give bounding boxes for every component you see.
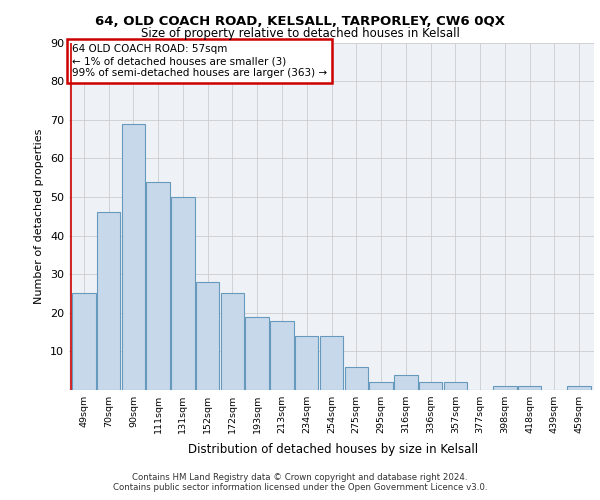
Bar (369, 382, 393, 390)
Bar (320, 336, 343, 390)
Text: 64, OLD COACH ROAD, KELSALL, TARPORLEY, CW6 0QX: 64, OLD COACH ROAD, KELSALL, TARPORLEY, … (95, 15, 505, 28)
Bar (518, 386, 541, 390)
Bar (270, 320, 294, 390)
Text: 64 OLD COACH ROAD: 57sqm
← 1% of detached houses are smaller (3)
99% of semi-det: 64 OLD COACH ROAD: 57sqm ← 1% of detache… (72, 44, 327, 78)
Bar (146, 182, 170, 390)
Bar (196, 282, 220, 390)
Bar (419, 382, 442, 390)
Bar (443, 382, 467, 390)
Y-axis label: Number of detached properties: Number of detached properties (34, 128, 44, 304)
Bar (245, 316, 269, 390)
Bar (171, 197, 194, 390)
Bar (295, 336, 319, 390)
Bar (344, 367, 368, 390)
Bar (493, 386, 517, 390)
Bar (72, 294, 95, 390)
Bar (97, 212, 121, 390)
Bar (394, 374, 418, 390)
Bar (221, 294, 244, 390)
Text: Contains HM Land Registry data © Crown copyright and database right 2024.: Contains HM Land Registry data © Crown c… (132, 474, 468, 482)
Bar (122, 124, 145, 390)
Bar (568, 386, 591, 390)
Text: Distribution of detached houses by size in Kelsall: Distribution of detached houses by size … (188, 442, 478, 456)
Text: Size of property relative to detached houses in Kelsall: Size of property relative to detached ho… (140, 28, 460, 40)
Text: Contains public sector information licensed under the Open Government Licence v3: Contains public sector information licen… (113, 484, 487, 492)
